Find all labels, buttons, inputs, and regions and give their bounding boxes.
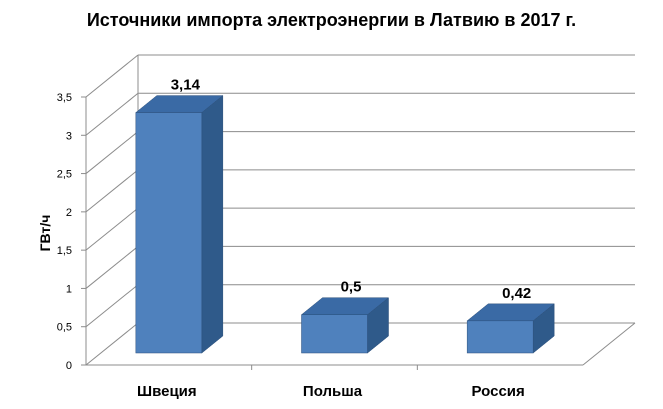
y-tick-label: 0,5 (57, 322, 72, 334)
floor-right-edge (582, 322, 636, 366)
y-tick-label: 0 (66, 360, 72, 372)
bar-side-face (201, 95, 224, 354)
labels: ГВт/ч 3,14 Швеция 0,5 Польша 0,42 Россия (37, 77, 531, 400)
y-tick-label: 3 (66, 130, 72, 142)
y-tick-label: 1,5 (57, 245, 72, 257)
x-category-label: Россия (472, 383, 525, 400)
y-tick-label: 1 (66, 283, 72, 295)
side-gridline (85, 207, 139, 251)
y-axis-title: ГВт/ч (37, 215, 53, 252)
data-label: 3,14 (171, 77, 201, 94)
x-category-label: Швеция (137, 383, 197, 400)
data-label: 0,5 (341, 279, 362, 296)
side-gridline (85, 131, 139, 174)
bar-front-face (135, 112, 203, 354)
x-category-label: Польша (303, 383, 363, 400)
axes: 0 0,5 1 1,5 2 2,5 3 3,5 (57, 92, 636, 372)
side-gridline (85, 92, 139, 136)
bar-2 (300, 297, 390, 354)
bar-1 (135, 95, 224, 354)
side-gridline (85, 169, 139, 213)
side-gridline (85, 54, 139, 98)
chart-title: Источники импорта электроэнергии в Латви… (86, 10, 577, 30)
y-tick-label: 2 (66, 207, 72, 219)
bar-front-face (301, 314, 368, 354)
side-gridline (85, 246, 139, 289)
bar-3 (466, 303, 555, 354)
data-label: 0,42 (502, 285, 531, 302)
bar-front-face (466, 320, 534, 354)
bars (135, 95, 555, 354)
side-gridline (85, 322, 139, 366)
y-tick-label: 3,5 (57, 92, 72, 104)
side-gridline (85, 284, 139, 328)
y-tick-label: 2,5 (57, 169, 72, 181)
